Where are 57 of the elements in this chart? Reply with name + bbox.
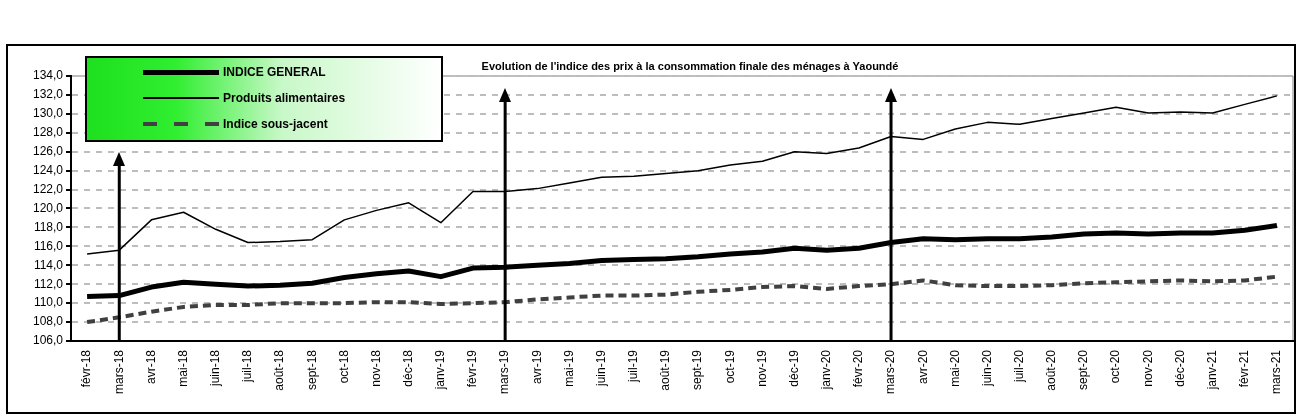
y-tick-label: 114,0 [33, 257, 64, 272]
x-tick-label: oct-20 [1108, 349, 1123, 384]
legend-label: Produits alimentaires [223, 91, 346, 105]
x-tick-label: mai-19 [561, 349, 576, 387]
x-tick-label: janv-20 [819, 349, 834, 391]
y-tick-label: 120,0 [33, 200, 64, 215]
x-tick-label: août-19 [658, 349, 673, 391]
y-tick-label: 118,0 [33, 219, 64, 234]
x-tick-label: juil-18 [240, 349, 255, 384]
x-tick-label: mars-21 [1269, 349, 1284, 395]
y-tick-label: 122,0 [33, 181, 64, 196]
x-tick-label: sept-20 [1076, 349, 1091, 391]
x-tick-label: déc-20 [1172, 349, 1187, 387]
y-tick-label: 130,0 [33, 106, 64, 121]
y-tick-label: 106,0 [33, 333, 64, 348]
y-tick-label: 126,0 [33, 144, 64, 159]
legend-label: Indice sous-jacent [223, 117, 328, 131]
x-tick-label: oct-19 [722, 349, 737, 384]
x-tick-label: févr-18 [79, 349, 94, 388]
y-tick-label: 108,0 [33, 314, 64, 329]
x-tick-label: mai-18 [175, 349, 190, 387]
x-tick-label: mars-18 [111, 349, 126, 395]
x-tick-label: avr-19 [529, 349, 544, 385]
x-tick-label: juin-20 [979, 349, 994, 388]
y-tick-label: 116,0 [33, 238, 64, 253]
legend-label: INDICE GENERAL [223, 65, 326, 79]
y-tick-label: 110,0 [33, 295, 64, 310]
x-tick-label: juin-18 [208, 349, 223, 388]
x-tick-label: oct-18 [336, 349, 351, 384]
x-tick-label: juin-19 [593, 349, 608, 388]
x-tick-label: janv-19 [433, 349, 448, 391]
y-tick-label: 132,0 [33, 87, 64, 102]
x-tick-label: avr-20 [915, 349, 930, 385]
x-tick-label: déc-18 [400, 349, 415, 387]
x-tick-label: août-18 [272, 349, 287, 391]
x-tick-label: janv-21 [1204, 349, 1219, 391]
y-tick-label: 134,0 [33, 68, 64, 83]
x-tick-label: févr-21 [1237, 349, 1252, 388]
x-tick-label: mai-20 [947, 349, 962, 387]
x-tick-label: févr-19 [465, 349, 480, 388]
x-tick-label: juil-19 [626, 349, 641, 384]
x-tick-label: août-20 [1044, 349, 1059, 391]
x-tick-label: mars-19 [497, 349, 512, 395]
x-tick-label: juil-20 [1011, 349, 1026, 384]
chart-title: Evolution de l'indice des prix à la consommation finale des ménages à Yaoundé [481, 60, 899, 72]
y-tick-label: 124,0 [33, 162, 64, 177]
x-tick-label: déc-19 [786, 349, 801, 387]
x-tick-label: nov-19 [754, 349, 769, 387]
x-tick-label: sept-18 [304, 349, 319, 391]
x-tick-label: avr-18 [143, 349, 158, 385]
x-tick-label: sept-19 [690, 349, 705, 391]
y-tick-label: 128,0 [33, 125, 64, 140]
x-tick-label: nov-20 [1140, 349, 1155, 387]
y-tick-label: 112,0 [33, 276, 64, 291]
x-tick-label: févr-20 [851, 349, 866, 388]
x-tick-label: nov-18 [368, 349, 383, 387]
x-tick-label: mars-20 [883, 349, 898, 395]
